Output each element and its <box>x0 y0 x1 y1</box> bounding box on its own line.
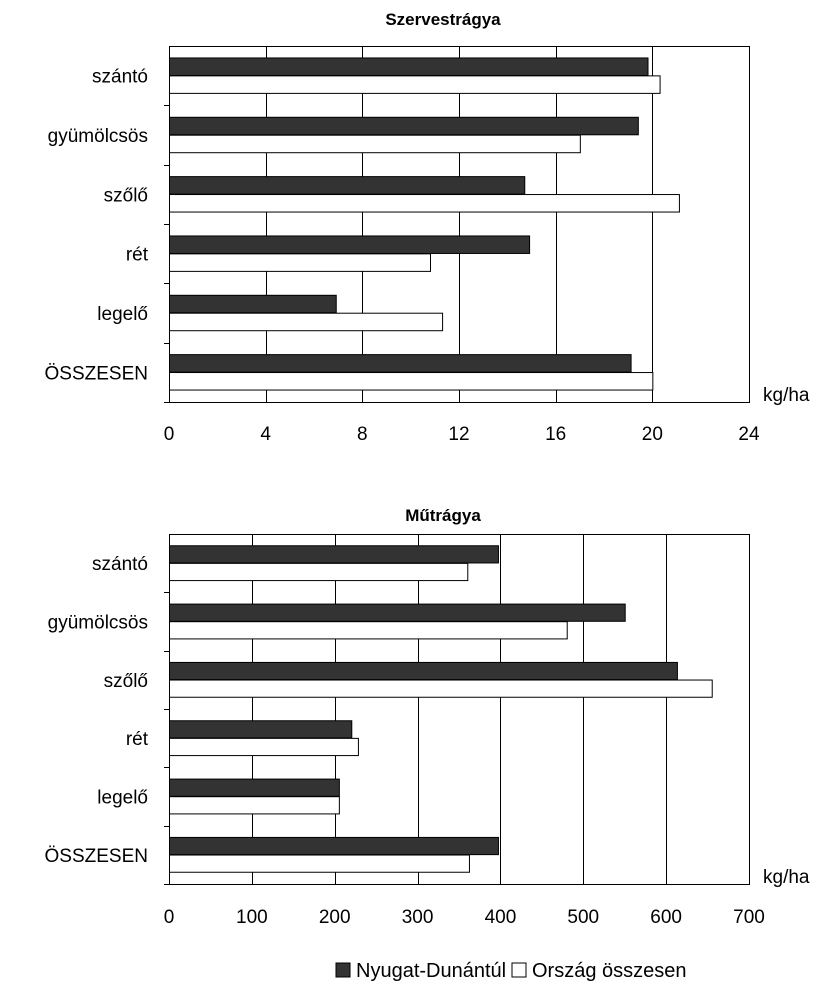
chart2-x-tick-label: 500 <box>567 907 599 928</box>
chart1-category-label: szőlő <box>104 185 148 206</box>
chart1-category-label: szántó <box>92 67 148 88</box>
chart1-bar-nyugat-dunantul <box>169 57 649 76</box>
chart1-bar-nyugat-dunantul <box>169 354 632 373</box>
chart1-x-tick-label: 8 <box>357 424 368 445</box>
chart2-plot: szántó gyümölcsös szőlő rét legelő ÖSSZESEN 0 1… <box>45 534 765 928</box>
chart2-category-label: rét <box>126 729 149 750</box>
chart1-bar-nyugat-dunantul <box>169 116 639 136</box>
chart2-title: Műtrágya <box>405 506 481 525</box>
chart2-bar-nyugat-dunantul <box>169 836 499 856</box>
chart1-title: Szervestrágya <box>385 10 501 29</box>
chart2-unit-label: kg/ha <box>763 867 810 888</box>
chart1-bar-orszag-osszesen <box>169 194 680 213</box>
chart2-x-tick-label: 600 <box>650 907 682 928</box>
chart1-bar-nyugat-dunantul <box>169 176 526 195</box>
legend-label-nyugat-dunantul: Nyugat-Dunántúl <box>356 960 506 982</box>
chart1-category-label: ÖSSZESEN <box>45 363 148 384</box>
chart2-bar-nyugat-dunantul <box>169 603 626 622</box>
chart2-x-tick-label: 400 <box>485 907 517 928</box>
chart1-x-tick-label: 24 <box>738 424 760 445</box>
chart1-x-tick-label: 0 <box>164 424 175 445</box>
chart2-x-tick-label: 100 <box>236 907 268 928</box>
chart1-bar-orszag-osszesen <box>169 75 661 94</box>
chart2-x-tick-label: 700 <box>733 907 765 928</box>
chart1-x-tick-label: 12 <box>448 424 469 445</box>
chart2-bar-nyugat-dunantul <box>169 661 678 681</box>
chart1-bar-nyugat-dunantul <box>169 294 337 314</box>
chart2-bar-orszag-osszesen <box>169 621 568 640</box>
chart2-category-label: gyümölcsös <box>48 613 148 634</box>
chart1-category-label: legelő <box>97 304 148 325</box>
chart1-x-tick-label: 16 <box>545 424 566 445</box>
chart1-unit-label: kg/ha <box>763 385 810 406</box>
chart1-plot: szántó gyümölcsös szőlő rét legelő ÖSSZESEN 0 4… <box>45 46 760 445</box>
legend-swatch-orszag-osszesen <box>511 962 527 978</box>
chart2-category-label: ÖSSZESEN <box>45 846 148 867</box>
legend-label-orszag-osszesen: Ország összesen <box>532 960 687 982</box>
chart2-plot-frame <box>169 534 750 885</box>
legend: Nyugat-Dunántúl Ország összesen <box>335 960 687 982</box>
chart2-bar-orszag-osszesen <box>169 854 470 873</box>
chart1-bar-orszag-osszesen <box>169 253 431 272</box>
chart1-category-label: gyümölcsös <box>48 126 148 147</box>
chart1-bar-orszag-osszesen <box>169 312 444 332</box>
chart2-x-tick-label: 300 <box>402 907 434 928</box>
chart1-bar-nyugat-dunantul <box>169 235 531 254</box>
chart2-category-label: szőlő <box>104 671 148 692</box>
chart2-bar-orszag-osszesen <box>169 796 340 815</box>
chart2-bar-nyugat-dunantul <box>169 545 499 564</box>
chart2-x-tick-label: 200 <box>319 907 351 928</box>
chart2-bar-nyugat-dunantul <box>169 778 340 797</box>
chart2-category-label: szántó <box>92 554 148 575</box>
chart1-bar-orszag-osszesen <box>169 372 654 391</box>
chart1-bar-orszag-osszesen <box>169 134 581 154</box>
chart2-x-tick-label: 0 <box>164 907 175 928</box>
chart2-bar-orszag-osszesen <box>169 679 713 698</box>
chart2-bar-nyugat-dunantul <box>169 720 353 739</box>
chart1-category-label: rét <box>126 245 149 266</box>
chart1-x-tick-label: 4 <box>260 424 271 445</box>
chart2-bar-orszag-osszesen <box>169 562 469 582</box>
legend-swatch-nyugat-dunantul <box>335 962 351 978</box>
chart2-bar-orszag-osszesen <box>169 737 359 757</box>
chart1-x-tick-label: 20 <box>642 424 663 445</box>
chart2-category-label: legelő <box>97 788 148 809</box>
chart1-plot-frame <box>169 46 750 403</box>
